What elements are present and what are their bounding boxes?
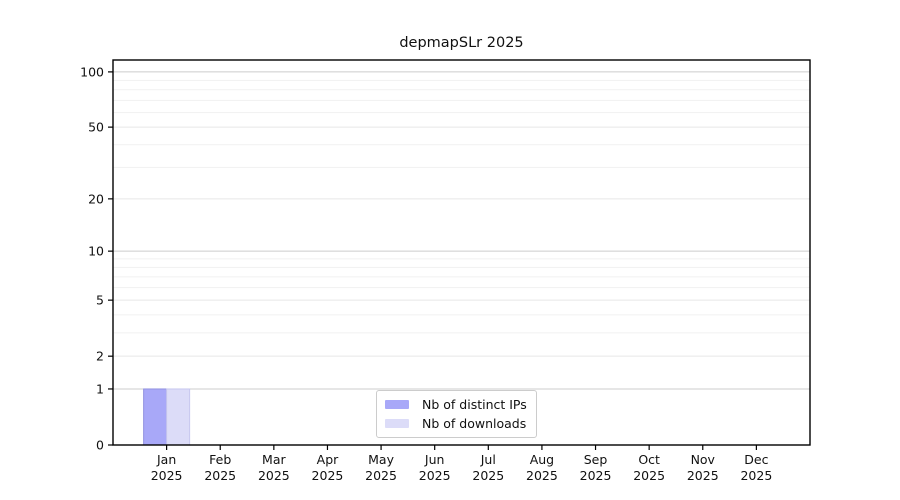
x-tick-label-month: Aug [530,452,554,467]
x-tick-label-year: 2025 [472,468,504,483]
x-tick-label-month: Jul [480,452,496,467]
legend-label-distinct-ips: Nb of distinct IPs [422,397,527,412]
legend-swatch-distinct-ips [385,400,409,409]
y-tick-label: 50 [88,120,104,135]
x-tick-label-month: Sep [584,452,608,467]
x-tick-label-month: Jan [156,452,176,467]
bar-downloads [166,388,191,446]
y-tick-label: 5 [96,293,104,308]
x-tick-label-year: 2025 [365,468,397,483]
bar-distinct-ips [143,388,168,446]
x-tick-label-year: 2025 [204,468,236,483]
y-tick-label: 0 [96,438,104,453]
legend-swatch-downloads [385,419,409,428]
legend-item-downloads: Nb of downloads [385,415,527,432]
chart-title: depmapSLr 2025 [399,35,524,51]
x-tick-label-month: Nov [691,452,716,467]
x-tick-label-year: 2025 [151,468,183,483]
x-tick-label-year: 2025 [258,468,290,483]
x-tick-label-year: 2025 [580,468,612,483]
y-tick-label: 1 [96,381,104,396]
x-tick-label-year: 2025 [687,468,719,483]
y-tick-label: 20 [88,191,104,206]
y-tick-label: 2 [96,349,104,364]
x-tick-label-year: 2025 [740,468,772,483]
x-tick-label-month: Apr [317,452,339,467]
x-tick-label-month: Mar [262,452,286,467]
axes-box [112,59,811,446]
x-tick-label-month: Dec [744,452,768,467]
x-tick-label-month: Feb [209,452,231,467]
legend-item-distinct-ips: Nb of distinct IPs [385,396,527,413]
x-tick-label-year: 2025 [526,468,558,483]
x-tick-label-month: Oct [638,452,660,467]
x-tick-label-year: 2025 [312,468,344,483]
x-tick-label-year: 2025 [419,468,451,483]
legend-label-downloads: Nb of downloads [422,416,527,431]
y-tick-label: 100 [80,64,104,79]
x-tick-label-year: 2025 [633,468,665,483]
x-tick-label-month: May [368,452,394,467]
x-tick-label-month: Jun [424,452,445,467]
legend: Nb of distinct IPs Nb of downloads [376,390,537,438]
y-tick-label: 10 [88,244,104,259]
